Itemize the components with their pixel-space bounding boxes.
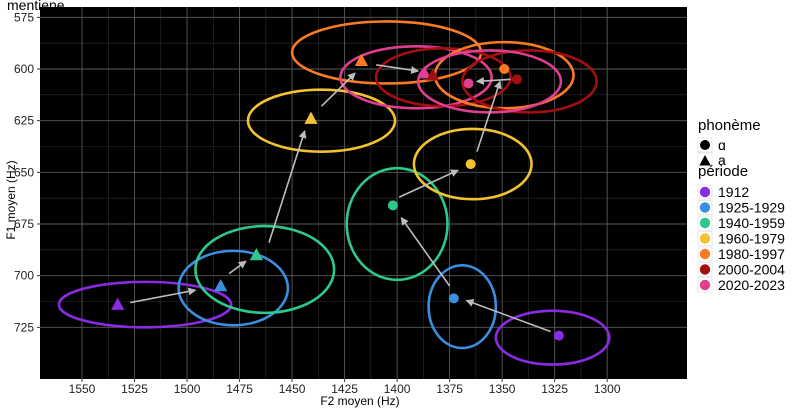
data-point-triangle — [354, 53, 369, 66]
x-axis-label: F2 moyen (Hz) — [320, 394, 399, 408]
legend-shape-entries: ɑa — [697, 137, 726, 168]
legend-color-label: 1980-1997 — [718, 246, 785, 262]
x-tick-label: 1450 — [279, 382, 306, 396]
legend: phonème ɑa période 19121925-19291940-195… — [697, 117, 785, 293]
confidence-ellipse — [494, 309, 611, 366]
data-point-circle — [387, 200, 398, 211]
trajectory-arrow — [375, 64, 420, 75]
confidence-ellipse — [427, 264, 498, 350]
trajectory-arrow — [400, 216, 451, 287]
data-point-triangle — [214, 279, 228, 292]
legend-color-label: 2000-2004 — [718, 262, 785, 278]
data-point-circle — [465, 159, 476, 170]
y-tick-label: 625 — [14, 114, 34, 128]
x-tick-label: 1525 — [121, 382, 148, 396]
legend-color-swatch — [699, 202, 711, 213]
legend-shape-label: a — [718, 152, 726, 168]
x-tick-label: 1550 — [69, 382, 96, 396]
x-tick-label: 1350 — [489, 382, 516, 396]
x-tick-label: 1325 — [541, 382, 568, 396]
legend-color-title: période — [698, 163, 748, 180]
x-tick-label: 1375 — [436, 382, 463, 396]
trajectory-arrow — [475, 76, 511, 85]
legend-color-swatch — [699, 264, 711, 275]
trajectory-layer — [130, 64, 551, 333]
data-point-triangle — [304, 111, 318, 124]
x-tick-label: 1475 — [226, 382, 253, 396]
legend-color-swatch — [699, 233, 711, 244]
data-point-triangle — [111, 297, 125, 310]
trajectory-arrow — [476, 80, 502, 152]
trajectory-arrow — [268, 130, 307, 243]
y-tick-label: 700 — [14, 269, 34, 283]
data-point-circle — [448, 293, 459, 304]
data-point-circle — [463, 78, 474, 89]
trajectory-arrow — [465, 299, 551, 333]
legend-color-swatch — [699, 248, 711, 260]
x-axis-ticks: 1550 1525 1500 1475 1450 1425 1400 1375 1350 1325… — [69, 379, 621, 396]
y-tick-label: 600 — [14, 62, 34, 76]
confidence-ellipse — [194, 224, 336, 315]
legend-color-swatch — [699, 217, 711, 229]
y-axis-ticks: 575 600 625 650 675 700 725 — [14, 10, 40, 334]
data-point-circle — [499, 64, 510, 74]
trajectory-arrow — [398, 169, 459, 198]
legend-color-label: 1925-1929 — [718, 200, 785, 216]
point-layer — [111, 53, 564, 341]
legend-color-swatch — [699, 279, 711, 291]
legend-color-label: 1912 — [718, 184, 749, 200]
confidence-ellipse — [460, 49, 598, 114]
trajectory-arrow — [130, 287, 197, 304]
data-point-triangle — [426, 68, 440, 81]
y-tick-label: 675 — [14, 217, 34, 231]
y-axis-label: F1 moyen (Hz) — [4, 160, 18, 239]
data-point-circle — [511, 74, 522, 85]
legend-triangle-icon — [699, 155, 711, 166]
confidence-ellipse — [177, 249, 290, 327]
data-point-circle — [553, 330, 564, 341]
x-tick-label: 1300 — [594, 382, 621, 396]
legend-shape-label: ɑ — [718, 137, 726, 153]
legend-circle-icon — [700, 140, 710, 150]
data-point-triangle — [249, 248, 264, 261]
y-tick-label: 725 — [14, 320, 34, 334]
confidence-ellipse — [345, 166, 449, 282]
legend-color-swatch — [699, 186, 711, 198]
confidence-ellipse — [339, 44, 493, 110]
legend-color-label: 2020-2023 — [718, 277, 785, 293]
legend-color-entries: 19121925-19291940-19591960-19791980-1997… — [697, 184, 785, 293]
x-tick-label: 1500 — [174, 382, 201, 396]
legend-shape-title: phonème — [698, 117, 761, 134]
ellipse-layer — [57, 20, 611, 366]
confidence-ellipse — [57, 280, 233, 329]
data-point-triangle — [417, 66, 432, 79]
confidence-ellipse — [412, 127, 533, 201]
legend-color-label: 1960-1979 — [718, 231, 785, 247]
confidence-ellipse — [246, 88, 397, 153]
trajectory-arrow — [320, 72, 356, 107]
y-tick-label: 575 — [14, 10, 34, 24]
trajectory-arrow — [228, 260, 247, 275]
x-tick-label: 1400 — [384, 382, 411, 396]
y-tick-label: 650 — [14, 165, 34, 179]
x-tick-label: 1425 — [331, 382, 358, 396]
legend-color-label: 1940-1959 — [718, 215, 785, 231]
